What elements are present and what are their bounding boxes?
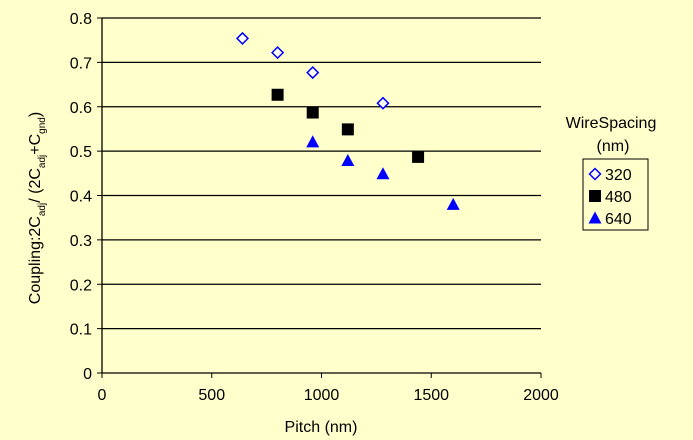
grid — [102, 17, 541, 330]
legend-marker-640 — [588, 211, 602, 224]
data-point-640 — [306, 135, 320, 148]
legend-title-line-1: WireSpacing — [566, 115, 657, 132]
data-point-640 — [341, 153, 355, 166]
y-tick-label: 0.6 — [70, 100, 92, 117]
legend-label-320: 320 — [605, 167, 632, 184]
y-tick-label: 0 — [83, 366, 92, 383]
y-tick-label: 0.3 — [70, 233, 92, 250]
y-tick-label: 0.5 — [70, 144, 92, 161]
legend-label-640: 640 — [605, 211, 632, 228]
y-tick-label: 0.4 — [70, 189, 92, 206]
y-label-sub-1: adj — [37, 203, 48, 216]
data-point-480 — [271, 88, 284, 101]
y-label-sub-3: gnd — [37, 117, 48, 134]
data-point-480 — [306, 106, 319, 119]
data-point-480 — [341, 123, 354, 136]
data-point-320 — [235, 31, 250, 45]
legend-label-480: 480 — [605, 189, 632, 206]
y-tick-label: 0.1 — [70, 322, 92, 339]
x-tick-label: 0 — [98, 387, 107, 404]
data-point-320 — [306, 66, 320, 80]
x-tick-label: 1500 — [413, 387, 449, 404]
y-label-part-2: / (2C — [27, 168, 44, 203]
y-label-sub-2: adj — [37, 155, 48, 168]
ticks: 0 0.1 0.2 0.3 0.4 0.5 0.6 0.7 0.8 0 500 1000 1500 200… — [70, 11, 559, 404]
legend-marker-320 — [588, 167, 602, 181]
legend-marker-480 — [589, 190, 601, 202]
y-tick-label: 0.7 — [70, 55, 92, 72]
x-tick-label: 1000 — [304, 387, 340, 404]
x-axis-label: Pitch (nm) — [285, 419, 358, 436]
legend-title-line-2: (nm) — [597, 138, 630, 155]
y-label-part-1: Coupling:2C — [27, 216, 44, 304]
y-label-part-3: +C — [27, 134, 44, 155]
data-point-320 — [271, 46, 285, 60]
data-points — [235, 31, 460, 210]
data-point-320 — [376, 96, 390, 110]
data-point-640 — [376, 167, 390, 180]
y-tick-label: 0.2 — [70, 277, 92, 294]
data-point-480 — [412, 150, 425, 163]
data-point-640 — [446, 197, 460, 210]
y-label-part-4: ) — [27, 112, 44, 117]
y-tick-label: 0.8 — [70, 11, 92, 28]
legend-markers — [588, 167, 602, 224]
legend: WireSpacing (nm) 320 480 640 — [566, 115, 657, 231]
x-tick-label: 2000 — [523, 387, 559, 404]
x-tick-label: 500 — [198, 387, 225, 404]
y-axis-label: Coupling:2Cadj/ (2Cadj+Cgnd) — [27, 112, 48, 304]
